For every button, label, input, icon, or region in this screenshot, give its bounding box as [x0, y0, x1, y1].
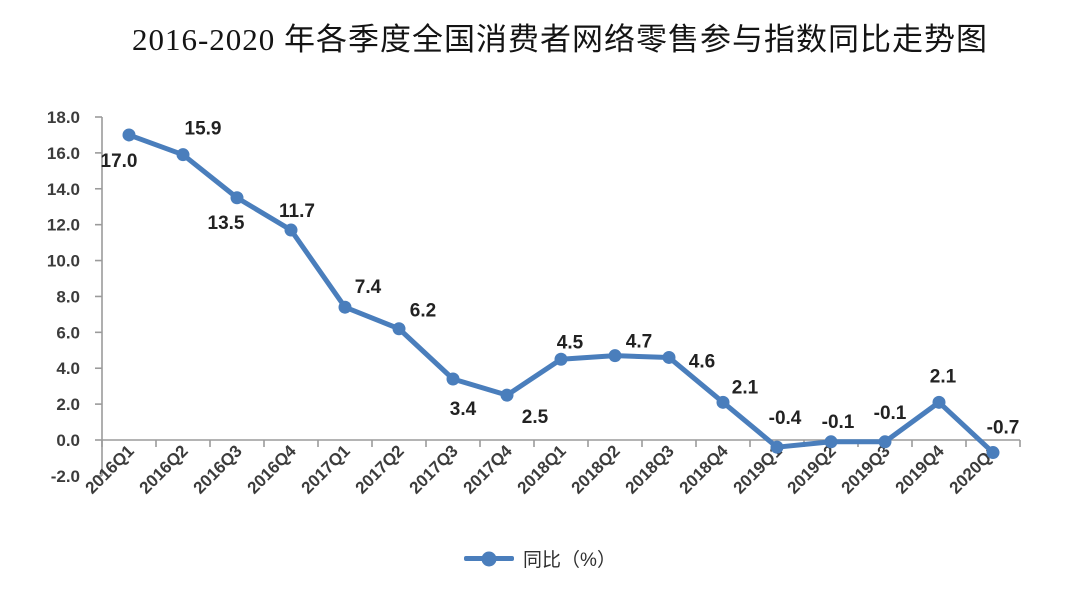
- y-axis-tick-label: 0.0: [56, 431, 80, 450]
- y-axis-tick-label: 14.0: [47, 180, 80, 199]
- data-point-marker: [770, 440, 784, 454]
- data-point-marker: [932, 395, 946, 409]
- data-label: -0.4: [769, 408, 802, 429]
- y-axis-tick-label: 8.0: [56, 287, 80, 306]
- data-point-marker: [500, 388, 514, 402]
- data-point-marker: [824, 435, 838, 449]
- x-axis-label: 2016Q3: [190, 441, 246, 497]
- data-point-marker: [554, 352, 568, 366]
- y-axis-tick-label: 10.0: [47, 252, 80, 271]
- y-axis-tick-label: 6.0: [56, 323, 80, 342]
- y-axis-tick-label: 18.0: [47, 108, 80, 127]
- x-axis-label: 2017Q4: [460, 441, 517, 498]
- legend-label: 同比（%）: [523, 550, 616, 571]
- data-point-marker: [716, 395, 730, 409]
- y-axis-tick-label: 2.0: [56, 395, 80, 414]
- series-line: [126, 132, 996, 456]
- data-point-marker: [230, 191, 244, 205]
- data-label: 2.5: [522, 407, 549, 428]
- data-point-marker: [986, 446, 1000, 460]
- x-axis-label: 2019Q3: [838, 441, 894, 497]
- data-point-marker: [392, 322, 406, 336]
- data-point-marker: [338, 300, 352, 314]
- data-point-marker: [122, 128, 136, 142]
- data-label: 15.9: [185, 119, 222, 140]
- x-axis-label: 2017Q1: [298, 441, 354, 497]
- legend: 同比（%）: [0, 545, 1080, 572]
- x-axis-label: 2019Q4: [892, 441, 949, 498]
- data-point-marker: [176, 148, 190, 162]
- data-point-marker: [284, 223, 298, 237]
- x-axis-label: 2016Q2: [136, 441, 192, 497]
- x-axis-label: 2017Q3: [406, 441, 462, 497]
- x-axis-label: 2019Q2: [784, 441, 840, 497]
- x-axis-label: 2018Q2: [568, 441, 624, 497]
- data-label: 3.4: [450, 399, 477, 420]
- data-label: 7.4: [355, 277, 382, 298]
- data-label: 2.1: [732, 377, 759, 398]
- data-label: 2.1: [930, 366, 957, 387]
- data-point-marker: [878, 435, 892, 449]
- y-axis-tick-label: 12.0: [47, 216, 80, 235]
- data-label: 11.7: [279, 201, 315, 222]
- x-axis-label: 2017Q2: [352, 441, 408, 497]
- data-label: 4.5: [557, 332, 584, 353]
- legend-line-marker-icon: [464, 551, 515, 566]
- data-label: 4.7: [626, 332, 652, 353]
- x-axis-label: 2018Q4: [676, 441, 733, 498]
- legend-dot-icon: [481, 551, 497, 566]
- data-label: -0.7: [987, 418, 1020, 439]
- data-label: 13.5: [208, 213, 245, 234]
- chart-title: 2016-2020 年各季度全国消费者网络零售参与指数同比走势图: [131, 22, 989, 57]
- y-axis-tick-label: 4.0: [56, 359, 80, 378]
- data-label: 6.2: [410, 301, 436, 322]
- data-point-marker: [446, 372, 460, 386]
- x-axis-label: 2018Q1: [514, 441, 570, 497]
- y-axis-tick-label: 16.0: [47, 144, 80, 163]
- x-axis-label: 2016Q1: [82, 441, 138, 497]
- data-label: -0.1: [874, 403, 907, 424]
- data-label: -0.1: [822, 412, 855, 433]
- x-axis-label: 2016Q4: [244, 441, 301, 498]
- data-point-marker: [662, 350, 676, 364]
- data-point-marker: [608, 349, 622, 363]
- data-label: 17.0: [101, 151, 138, 172]
- data-label: 4.6: [689, 351, 715, 372]
- x-axis-label: 2018Q3: [622, 441, 678, 497]
- y-axis-tick-label: -2.0: [51, 467, 80, 486]
